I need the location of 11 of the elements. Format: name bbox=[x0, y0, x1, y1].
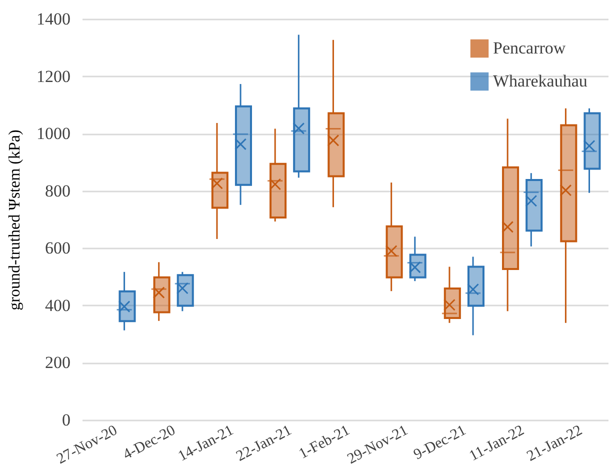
legend-label: Wharekauhau bbox=[493, 72, 588, 90]
y-tick-label: 1000 bbox=[36, 124, 70, 144]
y-tick-label: 0 bbox=[62, 410, 70, 430]
y-axis-title: ground-truthed Ψstem (kPa) bbox=[6, 130, 24, 310]
y-tick-label: 800 bbox=[45, 181, 70, 200]
legend-label: Pencarrow bbox=[493, 38, 566, 58]
y-tick-label: 600 bbox=[45, 238, 70, 258]
y-tick-label: 1400 bbox=[36, 10, 70, 28]
y-tick-label: 1200 bbox=[36, 66, 70, 86]
y-tick-label: 400 bbox=[45, 296, 70, 315]
y-tick-label: 200 bbox=[45, 353, 70, 372]
